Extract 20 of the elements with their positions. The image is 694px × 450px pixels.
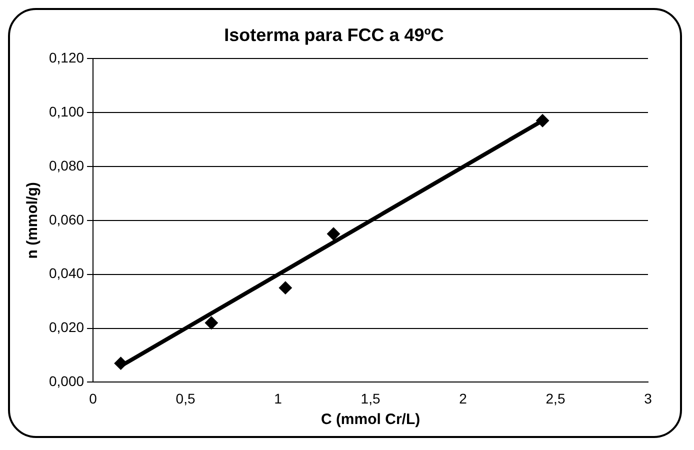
- y-tick-label: 0,120: [48, 49, 84, 66]
- point: [327, 227, 340, 240]
- x-tick-label: 2: [459, 390, 468, 406]
- y-tick-label: 0,080: [48, 157, 84, 174]
- y-tick-label: 0,040: [48, 265, 84, 282]
- x-tick-label: 1: [274, 390, 282, 406]
- x-tick-label: 0,5: [176, 390, 196, 406]
- y-tick-label: 0,060: [48, 211, 84, 228]
- point: [204, 316, 218, 330]
- y-tick-label: 0,020: [48, 319, 84, 336]
- chart-title: Isoterma para FCC a 49ºC: [224, 24, 444, 45]
- x-axis-title: C (mmol Cr/L): [320, 411, 420, 428]
- x-tick-label: 3: [644, 390, 652, 406]
- point: [278, 281, 292, 294]
- x-tick-label: 1,5: [360, 390, 380, 406]
- y-tick-label: 0,000: [48, 373, 84, 390]
- x-tick-label: 2,5: [546, 390, 566, 406]
- y-axis-title: n (mmol/g): [24, 182, 42, 259]
- x-tick-label: 0: [89, 390, 98, 406]
- y-tick-label: 0,100: [48, 103, 84, 120]
